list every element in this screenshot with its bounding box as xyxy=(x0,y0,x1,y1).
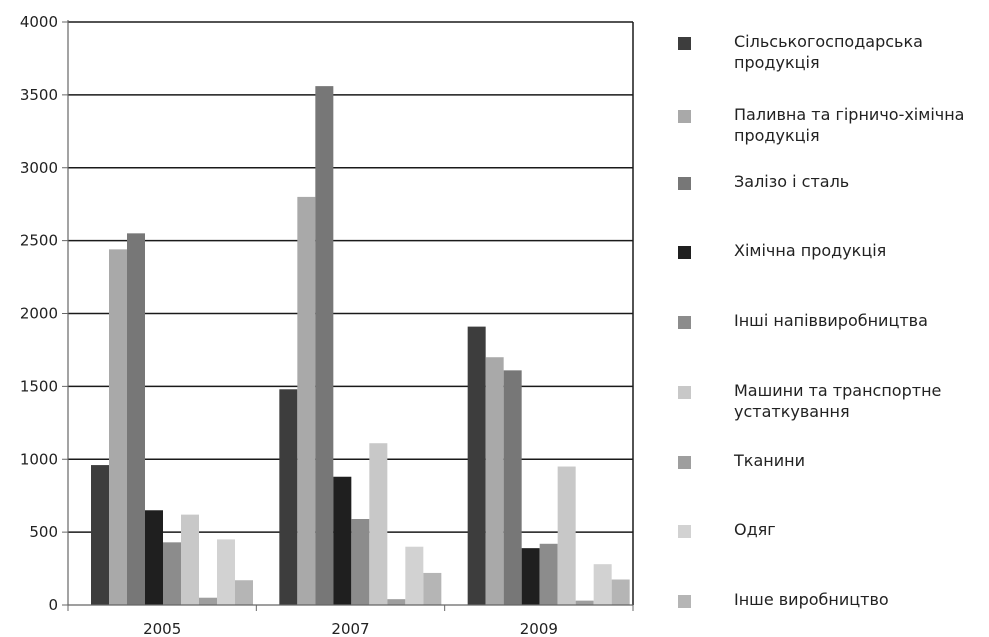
legend-label: Інші напіввиробництва xyxy=(734,311,928,330)
legend-swatch xyxy=(678,246,691,259)
bar xyxy=(575,600,594,605)
bar xyxy=(91,465,109,605)
legend-label: Хімічна продукція xyxy=(734,241,887,260)
bar xyxy=(387,599,406,605)
bar xyxy=(557,466,576,605)
axes xyxy=(62,20,634,611)
legend: Сільськогосподарська продукція Паливна та… xyxy=(678,0,989,637)
legend-swatch xyxy=(678,37,691,50)
bar xyxy=(521,548,540,605)
bar xyxy=(369,443,388,605)
legend-label: Одяг xyxy=(734,520,776,539)
legend-swatch xyxy=(678,177,691,190)
bar xyxy=(199,597,217,605)
x-tick-label: 2007 xyxy=(331,620,369,637)
legend-swatch xyxy=(678,386,691,399)
y-tick-label: 2000 xyxy=(20,305,58,323)
legend-swatch xyxy=(678,525,691,538)
bar xyxy=(503,370,522,605)
y-tick-label: 3500 xyxy=(20,86,58,104)
y-tick-label: 2500 xyxy=(20,232,58,250)
y-tick-label: 4000 xyxy=(20,13,58,31)
legend-swatch xyxy=(678,110,691,123)
bar xyxy=(351,519,370,605)
legend-swatch xyxy=(678,595,691,608)
y-tick-label: 3000 xyxy=(20,159,58,177)
bar xyxy=(109,249,127,605)
legend-label: Залізо і сталь xyxy=(734,172,850,191)
bar xyxy=(217,539,235,605)
legend-label: Машини та транспортне устаткування xyxy=(734,381,942,421)
bar xyxy=(405,546,424,605)
bar xyxy=(333,476,352,605)
bar xyxy=(127,233,145,605)
legend-label: Інше виробництво xyxy=(734,590,889,609)
y-tick-label: 0 xyxy=(48,596,58,614)
y-tick-labels: 0 500 1000 1500 2000 2500 3000 3500 4000 xyxy=(20,13,58,614)
y-tick-label: 1500 xyxy=(20,377,58,395)
bar xyxy=(279,389,298,605)
legend-label: Сільськогосподарська продукція xyxy=(734,32,923,72)
bar xyxy=(181,514,199,605)
bar xyxy=(297,196,316,605)
bar xyxy=(593,564,612,605)
x-tick-labels: 2005 2007 2009 xyxy=(143,620,558,637)
legend-swatch xyxy=(678,456,691,469)
legend-label: Паливна та гірничо-хімічна продукція xyxy=(734,105,965,145)
x-tick-label: 2005 xyxy=(143,620,181,637)
gridlines xyxy=(68,21,633,533)
bar xyxy=(163,542,181,605)
bar xyxy=(611,579,630,605)
legend-label: Тканини xyxy=(734,451,805,470)
bar xyxy=(539,543,558,605)
bars-group xyxy=(91,86,630,605)
y-tick-label: 1000 xyxy=(20,450,58,468)
bar xyxy=(423,572,442,605)
legend-swatch xyxy=(678,316,691,329)
bar xyxy=(315,86,334,605)
bar xyxy=(467,326,486,605)
bar xyxy=(145,510,163,605)
bar xyxy=(485,357,504,605)
y-tick-label: 500 xyxy=(29,523,58,541)
x-tick-label: 2009 xyxy=(520,620,558,637)
bar xyxy=(235,580,253,605)
